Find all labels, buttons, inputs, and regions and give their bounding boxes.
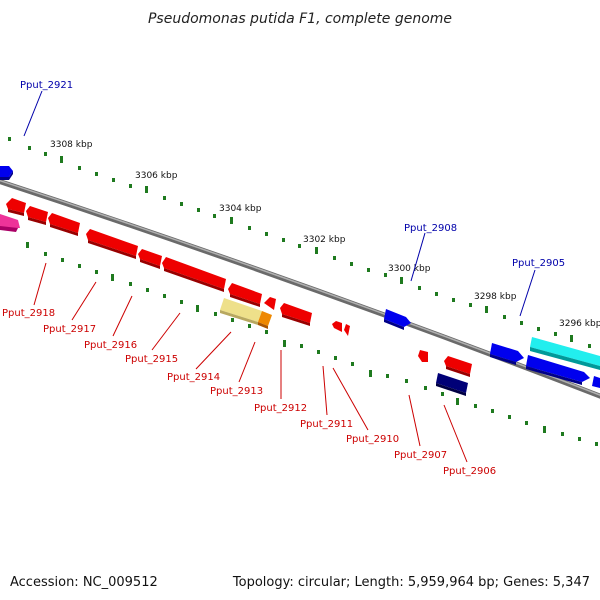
gene-Pput_2915[interactable] <box>86 229 162 269</box>
gene-label: Pput_2910 <box>346 434 399 445</box>
gene-label: Pput_2914 <box>167 372 220 383</box>
scale-label: 3308 kbp <box>50 140 93 150</box>
gene-label: Pput_2911 <box>300 419 353 430</box>
gene-Pput_2917[interactable] <box>26 206 48 225</box>
accession-text: Accession: NC_009512 <box>10 575 158 590</box>
scale-labels: 3308 kbp 3306 kbp 3304 kbp 3302 kbp 3300… <box>50 140 600 329</box>
gene-Pput_2911[interactable] <box>332 321 342 332</box>
gene-label: Pput_2917 <box>43 324 96 335</box>
gene-label: Pput_2906 <box>443 466 496 477</box>
gene-Pput_2908[interactable] <box>384 309 411 330</box>
genome-backbone <box>0 179 600 399</box>
gene-Pput_2914[interactable] <box>162 257 262 325</box>
gene-cyan-unlabelled[interactable] <box>530 337 600 370</box>
gene-Pput_2921[interactable] <box>0 166 13 180</box>
gene-label: Pput_2918 <box>2 308 55 319</box>
label-leaders <box>23 90 536 463</box>
gene-label: Pput_2921 <box>20 80 73 91</box>
gene-label: Pput_2916 <box>84 340 137 351</box>
gene-Pput_2918[interactable] <box>6 198 26 216</box>
genome-summary-text: Topology: circular; Length: 5,959,964 bp… <box>232 575 590 590</box>
scale-label: 3296 kbp <box>559 319 600 329</box>
gene-label: Pput_2907 <box>394 450 447 461</box>
scale-label: 3302 kbp <box>303 235 346 245</box>
gene-Pput_2907[interactable] <box>418 350 472 377</box>
gene-Pput_2906[interactable] <box>436 373 468 396</box>
gene-Pput_2913[interactable] <box>228 283 272 329</box>
scale-label: 3298 kbp <box>474 292 517 302</box>
gene-Pput_2905[interactable] <box>490 343 600 388</box>
gene-label: Pput_2915 <box>125 354 178 365</box>
inner-tick-track <box>26 242 598 446</box>
gene-pink-unlabelled[interactable] <box>0 214 20 232</box>
gene-label: Pput_2912 <box>254 403 307 414</box>
scale-label: 3306 kbp <box>135 171 178 181</box>
gene-Pput_2916[interactable] <box>48 213 80 236</box>
scale-label: 3304 kbp <box>219 204 262 214</box>
gene-label: Pput_2905 <box>512 258 565 269</box>
gene-label: Pput_2913 <box>210 386 263 397</box>
scale-label: 3300 kbp <box>388 264 431 274</box>
outer-tick-track <box>8 137 591 348</box>
gene-Pput_2910[interactable] <box>344 324 350 336</box>
gene-label: Pput_2908 <box>404 223 457 234</box>
map-title: Pseudomonas putida F1, complete genome <box>148 11 452 27</box>
gene-Pput_2912[interactable] <box>264 297 312 326</box>
